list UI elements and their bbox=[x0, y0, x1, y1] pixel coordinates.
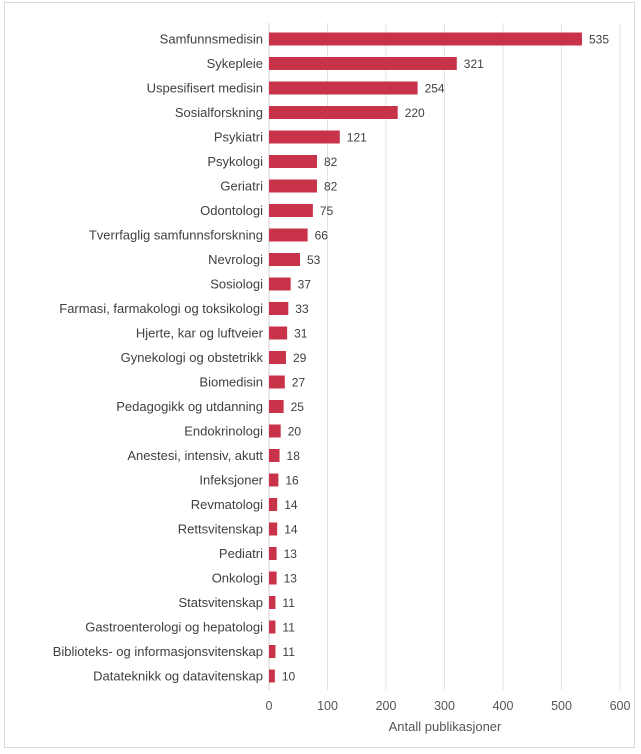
category-label: Psykologi bbox=[207, 154, 263, 169]
value-label: 16 bbox=[285, 474, 299, 488]
bar bbox=[269, 669, 275, 683]
bar bbox=[269, 204, 313, 217]
category-label: Geriatri bbox=[220, 179, 263, 194]
bar bbox=[269, 400, 284, 413]
bar bbox=[269, 473, 279, 487]
bar bbox=[269, 596, 276, 609]
category-label: Farmasi, farmakologi og toksikologi bbox=[59, 301, 263, 316]
x-tick-label: 0 bbox=[266, 699, 273, 713]
value-label: 13 bbox=[284, 572, 298, 586]
value-label: 11 bbox=[282, 596, 295, 610]
value-label: 82 bbox=[324, 180, 338, 194]
category-label: Sykepleie bbox=[207, 56, 263, 71]
category-label: Datateknikk og datavitenskap bbox=[93, 669, 263, 684]
value-label: 31 bbox=[294, 327, 308, 341]
bar bbox=[269, 130, 340, 144]
value-label: 13 bbox=[284, 547, 298, 561]
bar bbox=[269, 228, 308, 242]
value-label: 25 bbox=[291, 400, 305, 414]
category-label: Uspesifisert medisin bbox=[147, 81, 263, 96]
value-label: 18 bbox=[287, 449, 301, 463]
category-label: Statsvitenskap bbox=[178, 595, 263, 610]
bar bbox=[269, 547, 277, 560]
x-axis-title: Antall publikasjoner bbox=[389, 719, 502, 734]
bar bbox=[269, 424, 281, 438]
value-label: 66 bbox=[315, 229, 329, 243]
value-label: 27 bbox=[292, 376, 306, 390]
category-label: Infeksjoner bbox=[199, 473, 263, 488]
bar bbox=[269, 277, 291, 291]
value-label: 11 bbox=[282, 645, 295, 659]
value-label: 82 bbox=[324, 155, 338, 169]
x-tick-label: 200 bbox=[376, 699, 397, 713]
value-label: 14 bbox=[284, 523, 298, 537]
chart-frame: Samfunnsmedisin Sykepleie Uspesifisert med… bbox=[4, 2, 635, 748]
category-label: Gynekologi og obstetrikk bbox=[121, 350, 264, 365]
category-label: Odontologi bbox=[200, 203, 263, 218]
bar bbox=[269, 449, 280, 462]
category-label: Biblioteks- og informasjonsvitenskap bbox=[53, 644, 263, 659]
bar-chart: Samfunnsmedisin Sykepleie Uspesifisert med… bbox=[53, 23, 631, 734]
value-label: 321 bbox=[464, 57, 484, 71]
x-tick-label: 400 bbox=[493, 699, 514, 713]
value-label: 20 bbox=[288, 425, 302, 439]
bar bbox=[269, 302, 289, 315]
value-label: 10 bbox=[282, 670, 296, 684]
bar bbox=[269, 179, 317, 193]
value-label: 220 bbox=[405, 106, 425, 120]
category-label: Onkologi bbox=[212, 571, 263, 586]
category-label: Sosialforskning bbox=[175, 105, 263, 120]
value-label: 37 bbox=[298, 278, 312, 292]
bar bbox=[269, 645, 276, 658]
value-label: 121 bbox=[347, 131, 367, 145]
bars bbox=[269, 32, 582, 683]
value-label: 53 bbox=[307, 253, 321, 267]
x-tick-label: 600 bbox=[610, 699, 631, 713]
category-label: Gastroenterologi og hepatologi bbox=[85, 620, 263, 635]
gridlines bbox=[268, 23, 621, 690]
category-label: Rettsvitenskap bbox=[178, 522, 263, 537]
x-tick-label: 500 bbox=[551, 699, 572, 713]
bar bbox=[269, 326, 288, 340]
bar bbox=[269, 253, 301, 266]
category-label: Sosiologi bbox=[210, 277, 263, 292]
category-label: Biomedisin bbox=[199, 375, 263, 390]
value-label: 14 bbox=[284, 498, 298, 512]
category-label: Nevrologi bbox=[208, 252, 263, 267]
category-label: Tverrfaglig samfunnsforskning bbox=[89, 228, 263, 243]
category-label: Anestesi, intensiv, akutt bbox=[127, 448, 263, 463]
category-label: Revmatologi bbox=[191, 497, 263, 512]
bar bbox=[269, 106, 398, 119]
category-label: Pediatri bbox=[219, 546, 263, 561]
category-label: Pedagogikk og utdanning bbox=[116, 399, 263, 414]
value-label: 254 bbox=[425, 82, 445, 96]
x-axis-ticks: 0 100 200 300 400 500 600 bbox=[266, 699, 631, 713]
bar bbox=[269, 375, 285, 389]
x-tick-label: 100 bbox=[317, 699, 338, 713]
value-label: 33 bbox=[295, 302, 309, 316]
category-labels: Samfunnsmedisin Sykepleie Uspesifisert med… bbox=[53, 32, 264, 684]
bar bbox=[269, 155, 317, 168]
value-label: 75 bbox=[320, 204, 334, 218]
bar bbox=[269, 522, 278, 536]
value-label: 535 bbox=[589, 33, 609, 47]
bar bbox=[269, 620, 276, 634]
bar bbox=[269, 351, 286, 364]
bar bbox=[269, 571, 277, 585]
value-label: 11 bbox=[282, 621, 295, 635]
bar bbox=[269, 81, 418, 95]
bar bbox=[269, 57, 457, 70]
bar bbox=[269, 498, 278, 511]
category-label: Hjerte, kar og luftveier bbox=[136, 326, 264, 341]
x-tick-label: 300 bbox=[434, 699, 455, 713]
category-label: Samfunnsmedisin bbox=[160, 32, 263, 47]
category-label: Endokrinologi bbox=[184, 424, 263, 439]
value-label: 29 bbox=[293, 351, 307, 365]
bar bbox=[269, 32, 582, 46]
category-label: Psykiatri bbox=[214, 130, 263, 145]
